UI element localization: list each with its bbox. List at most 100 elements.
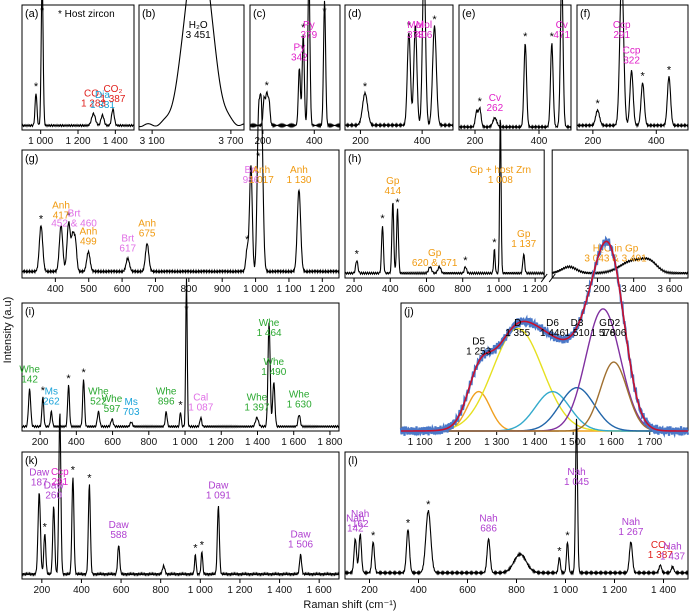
peak-label: Mol [416,20,432,31]
peak-label: 452 & 460 [51,218,97,229]
y-axis-label: Intensity (a.u) [2,297,14,364]
x-tick-label: 200 [255,136,272,147]
host-zircon-star: * [641,71,646,83]
peak-label: 1 331 [90,100,115,111]
host-zircon-star: * [40,6,45,18]
x-tick-label: 1 600 [281,437,306,448]
host-zircon-star: * [193,543,198,555]
spectrum-line [551,256,689,276]
x-tick-label: 1 200 [227,585,252,596]
peak-label: Anh [138,219,156,230]
host-zircon-star: * [301,22,306,34]
peak-label: D3 [571,318,584,329]
x-tick-label: 200 [467,136,484,147]
host-zircon-star: * [200,539,205,551]
x-tick-label: 1 200 [209,437,234,448]
host-zircon-star: * [565,530,570,542]
x-tick-label: 600 [104,437,121,448]
host-zircon-star: * [550,31,555,43]
x-tick-label: 600 [418,284,435,295]
x-tick-label: 400 [73,585,90,596]
peak-label: 1 267 [618,527,643,538]
panel-frame [21,4,135,131]
x-tick-label: 1 400 [267,585,292,596]
host-zircon-star: * [87,473,92,485]
host-zircon-star: * [355,248,360,260]
host-zircon-star: * [256,151,261,163]
peak-label: 588 [110,530,127,541]
peak-label: 142 [21,374,38,385]
peak-label: Whe [156,387,177,398]
peak-label: G [599,318,607,329]
peak-label: Cal [193,393,208,404]
peak-label: 1 091 [206,491,231,502]
peak-label: Whe [259,318,280,329]
host-zircon-star: * [492,237,497,249]
peak-label: 1 437 [660,552,685,563]
peak-label: 986 [243,175,260,186]
peak-label: CO₂ [84,89,103,100]
panel-g: (g) 400 500 600 700 800 900 1 000 1 100 1 200 * * * *… [21,92,340,295]
spectrum-line [576,0,689,129]
x-tick-label: 1 500 [561,437,586,448]
x-tick-label: 700 [147,284,164,295]
x-tick-label: 1 000 [486,284,511,295]
spectrum-line [21,0,135,128]
peak-label: Nah [479,514,497,525]
peak-label: 522 [90,397,107,408]
x-tick-label: 200 [585,136,602,147]
host-zircon-star: * [34,81,39,93]
x-tick-label: 400 [531,136,548,147]
x-tick-label: 1 200 [310,284,335,295]
peak-label: 1 387 [648,550,673,561]
x-tick-label: 1 200 [446,437,471,448]
fit-component-D [401,327,688,432]
peak-label: D5 [472,337,485,348]
x-tick-label: 400 [306,136,323,147]
host-zircon-star: * [667,65,672,77]
x-tick-label: 1 100 [276,284,301,295]
panel-j: (j) 1 100 1 200 1 300 1 400 1 500 1 600 1 700 D5… [399,235,690,448]
x-tick-label: 1 000 [173,437,198,448]
host-zircon-star: * [178,400,183,412]
peak-label: D2 [607,318,620,329]
peak-label: Whe [264,357,285,368]
peak-label: 291 [51,477,68,488]
peak-label: Gp [428,248,442,259]
host-zircon-star: * [245,234,250,246]
x-tick-label: 800 [454,284,471,295]
peak-label: 675 [139,229,156,240]
x-tick-label: 200 [346,284,363,295]
peak-label: CO₂ [651,540,670,551]
peak-label: 620 & 671 [412,258,458,269]
x-tick-label: 800 [508,585,525,596]
peak-label: 291 [613,30,630,41]
axis-break-mark [548,273,556,283]
x-tick-label: 400 [648,136,665,147]
peak-label: Daw [208,481,229,492]
peak-label: D6 [546,318,559,329]
spectrum-line [344,0,454,129]
host-zircon-star: * [67,210,72,222]
peak-label: Gp + host Zrn [470,165,531,176]
host-zircon-star: * [322,6,327,18]
spectrum-line [458,0,572,130]
panel-frame [344,451,689,580]
host-zircon-star: * [407,20,412,32]
x-tick-label: 1 400 [245,437,270,448]
peak-label: 1 130 [286,175,311,186]
host-zircon-star: * [41,385,46,397]
x-tick-label: 3 200 [585,284,610,295]
peak-label: Daw [44,481,65,492]
panel-frame [344,4,454,131]
peak-label: 162 [352,519,369,530]
peak-label: CO₂ [103,84,122,95]
x-tick-label: 3 600 [657,284,682,295]
peak-label: Cv [556,20,568,31]
x-tick-label: 1 400 [103,136,128,147]
x-tick-label: 1 700 [637,437,662,448]
panel-l: (l)200 400 600 800 1 000 1 200 1 400*****Nah14… [344,418,689,596]
host-zircon-star: * [43,521,48,533]
panel-k: (k)200 400 600 800 1 000 1 200 1 400 1 600**** *… [21,413,340,596]
